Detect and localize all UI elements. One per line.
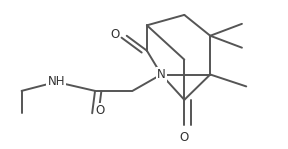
Text: O: O <box>96 104 105 117</box>
Text: NH: NH <box>48 75 65 89</box>
Text: O: O <box>180 131 189 144</box>
Text: O: O <box>110 28 120 41</box>
Text: N: N <box>157 68 166 81</box>
